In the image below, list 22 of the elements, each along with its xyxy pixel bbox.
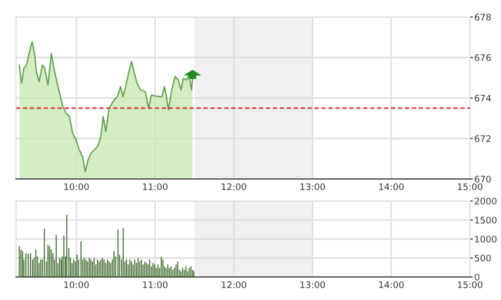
x-tick-label: 11:00 [143,281,168,288]
x-tick-label: 15:00 [458,281,482,288]
x-tick-label: 13:00 [300,183,325,190]
x-tick-label: 10:00 [64,281,89,288]
y-tick-label: 674 [474,94,491,102]
y-tick-label: 676 [474,54,491,62]
y-tick-label: 672 [474,135,490,142]
y-tick-label: 2000 [474,198,497,205]
y-tick-label: 0 [474,274,480,281]
x-tick-label: 12:00 [222,281,246,288]
x-tick-label: 14:00 [379,281,404,288]
y-tick-label: 678 [474,14,491,21]
x-tick-label: 13:00 [300,281,325,288]
y-tick-label: 670 [474,176,491,183]
y-tick-label: 500 [474,254,491,262]
x-tick-label: 15:00 [458,183,482,190]
x-tick-label: 10:00 [64,183,89,190]
x-tick-label: 12:00 [222,183,246,190]
x-tick-label: 11:00 [143,183,168,190]
x-tick-label: 14:00 [379,183,404,190]
y-tick-label: 1500 [475,216,497,224]
y-tick-label: 1000 [475,236,497,243]
